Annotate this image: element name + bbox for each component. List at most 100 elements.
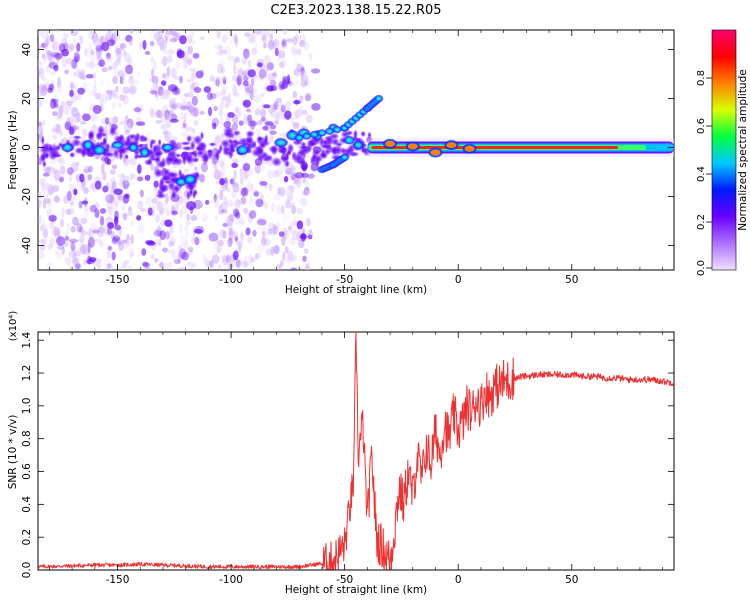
heatmap-cell	[41, 224, 48, 233]
heatmap-cell	[67, 190, 72, 200]
heatmap-cell	[89, 204, 97, 213]
heatmap-cell	[290, 220, 297, 227]
heatmap-cell	[100, 224, 106, 232]
heatmap-cell	[285, 167, 293, 175]
heatmap-cell	[76, 257, 80, 265]
heatmap-cell	[188, 67, 196, 73]
heatmap-cell	[267, 72, 275, 82]
heatmap-cell	[300, 232, 306, 242]
heatmap-cell	[277, 50, 286, 59]
heatmap-cell	[51, 98, 57, 104]
heatmap-cell	[216, 244, 223, 253]
heatmap-cell	[283, 176, 289, 183]
heatmap-cell	[189, 39, 196, 45]
heatmap-cell	[241, 58, 248, 65]
heatmap-cell	[160, 123, 168, 131]
heatmap-cell	[78, 226, 84, 234]
heatmap-cell	[246, 108, 251, 113]
heatmap-cell	[282, 251, 286, 261]
heatmap-cell	[220, 116, 224, 126]
heatmap-cell	[69, 200, 75, 207]
heatmap-cell	[214, 79, 220, 87]
heatmap-cell	[107, 222, 115, 229]
heatmap-cell	[68, 104, 72, 111]
heatmap-cell	[248, 210, 257, 219]
heatmap-cell	[142, 39, 147, 50]
heatmap-cell	[171, 210, 178, 216]
heatmap-cell	[122, 178, 128, 185]
heatmap-cell	[206, 148, 214, 155]
heatmap-cell	[111, 62, 119, 69]
heatmap-cell	[74, 251, 82, 257]
heatmap-cell	[56, 38, 64, 48]
heatmap-cell	[132, 86, 138, 94]
heatmap-cell	[84, 47, 88, 57]
heatmap-cell	[260, 108, 267, 118]
heatmap-cell	[137, 164, 142, 174]
heatmap-cell	[96, 258, 102, 269]
heatmap-cell	[72, 135, 83, 140]
heatmap-cell	[286, 191, 294, 198]
heatmap-cell	[191, 81, 199, 91]
heatmap-cell	[113, 60, 121, 66]
heatmap-cell	[294, 177, 299, 184]
heatmap-cell	[115, 47, 122, 55]
heatmap-cell	[272, 38, 280, 50]
heatmap-cell	[227, 112, 235, 118]
heatmap-cell	[67, 116, 73, 126]
heatmap-cell	[194, 166, 198, 171]
heatmap-cell	[292, 69, 297, 76]
heatmap-cell	[70, 31, 77, 37]
heatmap-cell	[92, 37, 100, 47]
heatmap-cell	[122, 180, 130, 190]
heatmap-cell	[142, 261, 149, 267]
heatmap-branch	[294, 133, 305, 142]
heatmap-cell	[177, 252, 181, 264]
heatmap-cell	[186, 261, 191, 267]
ridge-bump-core	[430, 149, 441, 156]
heatmap-cell	[56, 56, 60, 64]
heatmap-cell	[100, 35, 104, 43]
heatmap-cell	[109, 193, 116, 205]
heatmap-cell	[228, 227, 234, 237]
heatmap-cell	[238, 240, 242, 252]
heatmap-cell	[243, 114, 249, 123]
heatmap-cell	[256, 218, 267, 226]
heatmap-cell	[46, 34, 51, 45]
heatmap-cell	[39, 224, 44, 232]
heatmap-cell	[179, 118, 185, 126]
heatmap-cell	[38, 214, 43, 225]
heatmap-cell	[169, 118, 179, 123]
heatmap-cell	[256, 66, 261, 74]
heatmap-cell	[38, 70, 42, 75]
heatmap-cell	[74, 94, 78, 100]
heatmap-cell	[132, 79, 140, 85]
heatmap-cell	[42, 84, 47, 94]
heatmap-cell	[303, 186, 310, 196]
heatmap-cell	[208, 232, 219, 242]
heatmap-cell	[268, 183, 273, 192]
heatmap-cell	[213, 43, 219, 50]
heatmap-cell	[247, 212, 254, 224]
heatmap-cell	[301, 172, 309, 179]
heatmap-cell	[119, 37, 127, 42]
heatmap-cell	[270, 156, 283, 167]
heatmap-cell	[294, 108, 302, 119]
heatmap-cell	[184, 60, 188, 69]
heatmap-cell	[40, 244, 46, 251]
heatmap-cell	[240, 187, 249, 197]
heatmap-cell	[260, 194, 265, 206]
heatmap-cell	[51, 185, 60, 192]
heatmap-cell	[222, 222, 228, 228]
heatmap-cell	[166, 30, 172, 36]
heatmap-cell	[64, 235, 69, 241]
heatmap-cell	[53, 52, 64, 60]
heatmap-cell	[224, 177, 228, 184]
heatmap-cell	[130, 234, 134, 245]
heatmap-cell	[270, 144, 279, 156]
heatmap-cell	[38, 191, 43, 201]
heatmap-cell	[110, 31, 117, 40]
heatmap-cell	[86, 248, 91, 259]
heatmap-cell	[190, 72, 195, 83]
heatmap-cell	[59, 130, 63, 137]
